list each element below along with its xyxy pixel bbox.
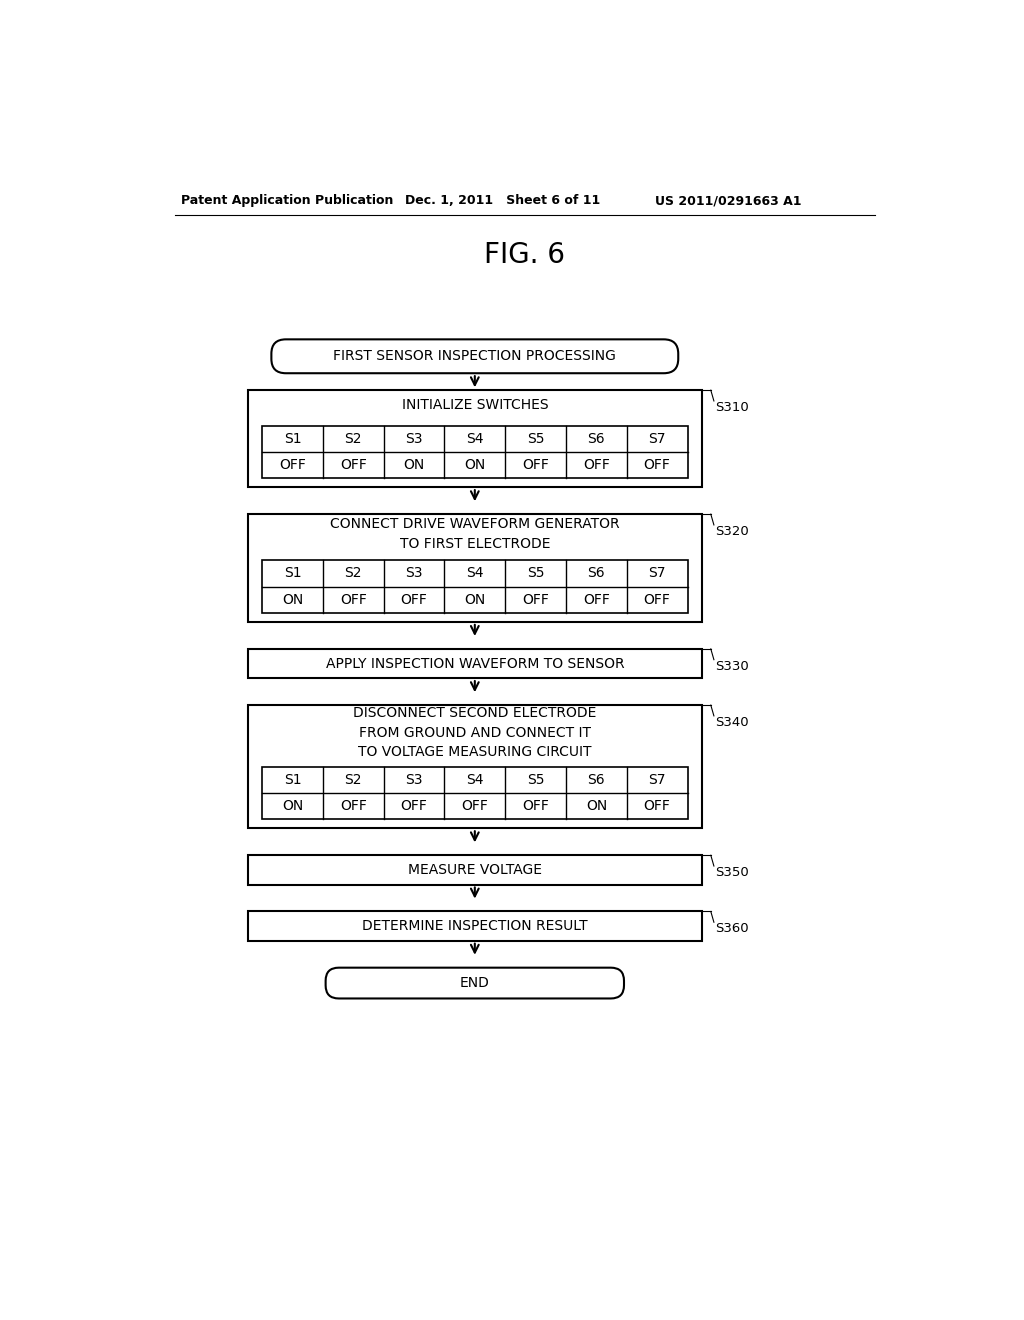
Text: S2: S2 [344, 772, 362, 787]
Bar [262, 425, 687, 478]
FancyBboxPatch shape [326, 968, 624, 998]
Text: ON: ON [403, 458, 425, 471]
Bar [248, 391, 701, 487]
Text: S5: S5 [526, 432, 545, 446]
Text: S3: S3 [406, 432, 423, 446]
Text: Dec. 1, 2011   Sheet 6 of 11: Dec. 1, 2011 Sheet 6 of 11 [406, 194, 601, 207]
Text: S6: S6 [588, 432, 605, 446]
Text: US 2011/0291663 A1: US 2011/0291663 A1 [655, 194, 802, 207]
Text: S340: S340 [716, 715, 750, 729]
Text: FIG. 6: FIG. 6 [484, 240, 565, 269]
Text: S1: S1 [284, 432, 301, 446]
Text: ON: ON [586, 799, 607, 813]
Text: CONNECT DRIVE WAVEFORM GENERATOR
TO FIRST ELECTRODE: CONNECT DRIVE WAVEFORM GENERATOR TO FIRS… [330, 517, 620, 550]
Text: OFF: OFF [522, 799, 549, 813]
Bar [262, 767, 687, 818]
Text: S2: S2 [344, 432, 362, 446]
Text: ON: ON [282, 799, 303, 813]
Bar [248, 911, 701, 941]
Text: S7: S7 [648, 566, 666, 581]
Text: S3: S3 [406, 772, 423, 787]
Text: S4: S4 [466, 566, 483, 581]
Bar [248, 705, 701, 829]
Text: OFF: OFF [340, 799, 367, 813]
Text: END: END [460, 975, 489, 990]
Text: S350: S350 [716, 866, 750, 879]
Text: S4: S4 [466, 432, 483, 446]
Text: S360: S360 [716, 923, 750, 936]
Text: OFF: OFF [400, 799, 427, 813]
Text: DETERMINE INSPECTION RESULT: DETERMINE INSPECTION RESULT [362, 919, 588, 933]
Text: S7: S7 [648, 432, 666, 446]
Text: ON: ON [464, 593, 485, 607]
Text: OFF: OFF [340, 593, 367, 607]
Text: S320: S320 [716, 525, 750, 539]
Text: INITIALIZE SWITCHES: INITIALIZE SWITCHES [401, 397, 548, 412]
Text: OFF: OFF [400, 593, 427, 607]
Text: OFF: OFF [583, 458, 610, 471]
Text: S7: S7 [648, 772, 666, 787]
Text: ON: ON [464, 458, 485, 471]
Text: OFF: OFF [644, 458, 671, 471]
Text: OFF: OFF [522, 458, 549, 471]
Bar [248, 855, 701, 884]
Text: OFF: OFF [644, 799, 671, 813]
Bar [262, 560, 687, 612]
Text: OFF: OFF [583, 593, 610, 607]
Text: S4: S4 [466, 772, 483, 787]
Text: Patent Application Publication: Patent Application Publication [180, 194, 393, 207]
Text: OFF: OFF [644, 593, 671, 607]
Text: S5: S5 [526, 772, 545, 787]
Text: OFF: OFF [462, 799, 488, 813]
Text: S310: S310 [716, 401, 750, 414]
Text: S6: S6 [588, 772, 605, 787]
Bar [248, 515, 701, 622]
Text: S1: S1 [284, 566, 301, 581]
Text: S5: S5 [526, 566, 545, 581]
Text: OFF: OFF [340, 458, 367, 471]
Text: ON: ON [282, 593, 303, 607]
FancyBboxPatch shape [271, 339, 678, 374]
Text: S3: S3 [406, 566, 423, 581]
Text: S2: S2 [344, 566, 362, 581]
Bar [248, 649, 701, 678]
Text: S330: S330 [716, 660, 750, 673]
Text: APPLY INSPECTION WAVEFORM TO SENSOR: APPLY INSPECTION WAVEFORM TO SENSOR [326, 656, 624, 671]
Text: OFF: OFF [279, 458, 306, 471]
Text: S6: S6 [588, 566, 605, 581]
Text: S1: S1 [284, 772, 301, 787]
Text: OFF: OFF [522, 593, 549, 607]
Text: MEASURE VOLTAGE: MEASURE VOLTAGE [408, 863, 542, 876]
Text: DISCONNECT SECOND ELECTRODE
FROM GROUND AND CONNECT IT
TO VOLTAGE MEASURING CIRC: DISCONNECT SECOND ELECTRODE FROM GROUND … [353, 706, 597, 759]
Text: FIRST SENSOR INSPECTION PROCESSING: FIRST SENSOR INSPECTION PROCESSING [334, 350, 616, 363]
